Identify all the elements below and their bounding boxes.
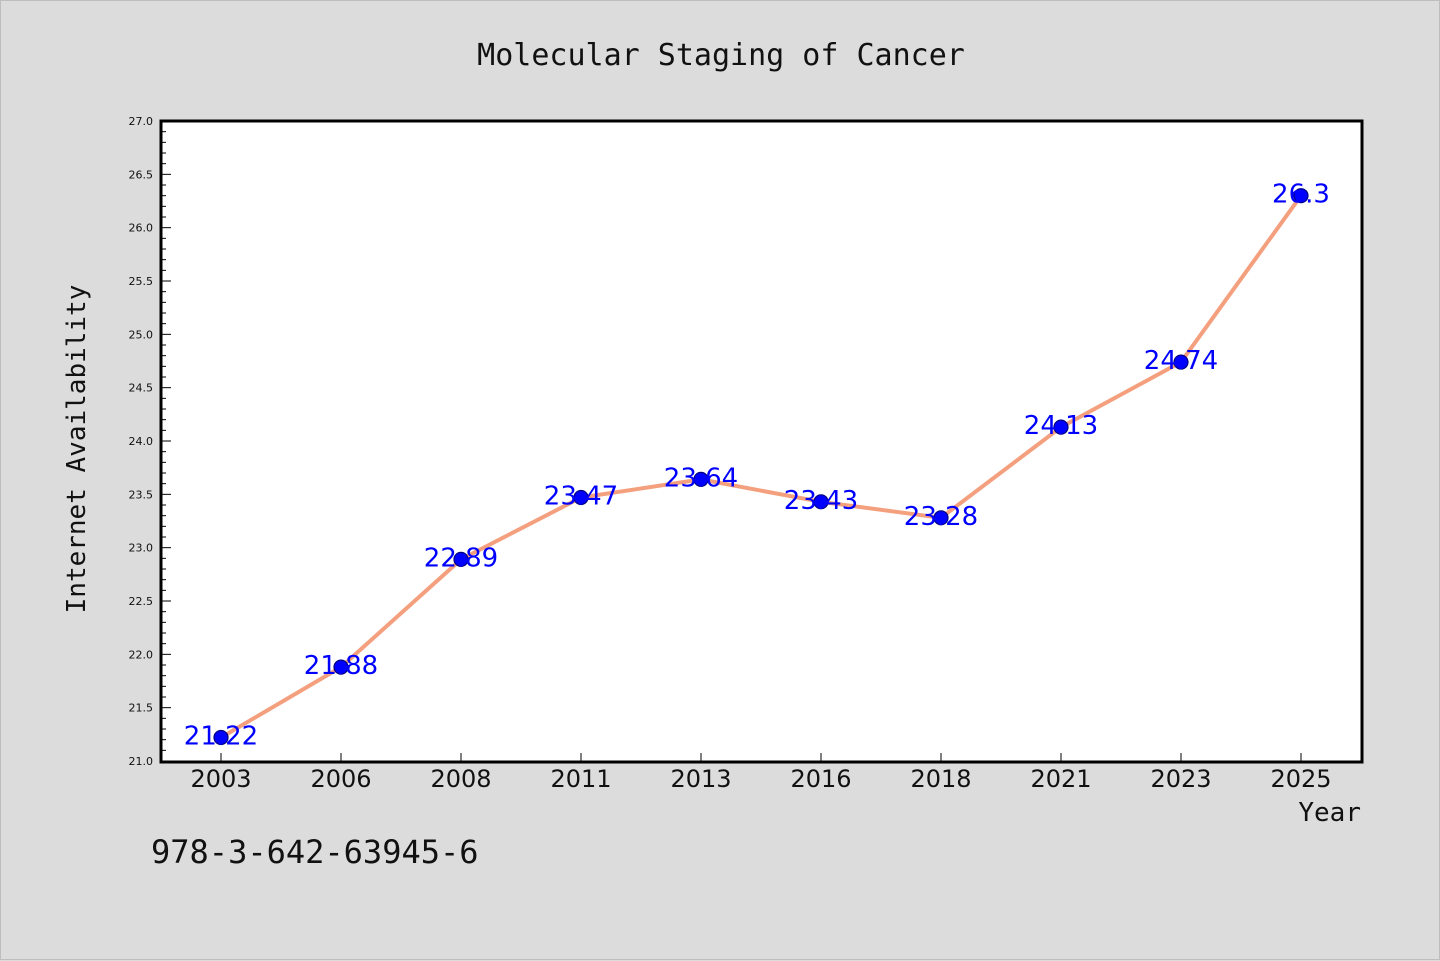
y-tick-label: 25.0 [129, 328, 154, 341]
data-label: 21.22 [184, 722, 258, 752]
data-label: 23.28 [904, 502, 978, 532]
x-tick-label: 2013 [670, 765, 731, 793]
data-label: 22.89 [424, 543, 498, 573]
x-tick-label: 2025 [1270, 765, 1331, 793]
x-tick-label: 2016 [790, 765, 851, 793]
data-point [1293, 188, 1309, 204]
plot-area [159, 119, 1364, 764]
series-line [219, 194, 1303, 740]
data-point [333, 659, 349, 675]
data-point [453, 551, 469, 568]
y-tick-label: 21.0 [129, 755, 154, 768]
y-tick-label: 21.5 [129, 702, 154, 715]
data-point [573, 489, 589, 506]
data-label: 23.47 [544, 482, 618, 512]
footer-code: 978-3-642-63945-6 [151, 833, 479, 871]
y-tick-label: 27.0 [129, 115, 154, 128]
data-label: 24.74 [1144, 346, 1218, 376]
x-tick-label: 2003 [190, 765, 251, 793]
x-tick-label: 2006 [310, 765, 371, 793]
y-tick-label: 22.0 [129, 648, 154, 661]
x-axis: 2003 2006 2008 2011 2013 2016 2018 2021 2023 2025 [190, 753, 1332, 793]
y-tick-label: 25.5 [129, 275, 154, 288]
data-label: 21.88 [304, 651, 378, 681]
data-point [213, 729, 229, 746]
data-point [693, 471, 709, 487]
x-tick-label: 2011 [550, 765, 611, 793]
chart-title: Molecular Staging of Cancer [477, 38, 965, 73]
y-tick-label: 23.5 [129, 488, 154, 501]
y-tick-label: 24.0 [129, 435, 154, 448]
y-tick-label: 22.5 [129, 595, 154, 608]
y-axis: 21.0 21.5 22.0 22.5 23.0 23.5 24.0 24.5 25.0 25.5… [129, 115, 171, 768]
y-axis-label: Internet Availability [62, 285, 92, 614]
x-tick-label: 2018 [910, 765, 971, 793]
x-tick-label: 2021 [1030, 765, 1091, 793]
x-tick-label: 2023 [1150, 765, 1211, 793]
data-label: 23.64 [664, 463, 738, 493]
data-label: 23.43 [784, 486, 858, 516]
y-tick-label: 26.5 [129, 168, 154, 181]
data-point [1053, 419, 1069, 435]
x-axis-label: Year [1298, 798, 1361, 828]
data-point [1173, 354, 1189, 370]
y-tick-label: 26.0 [129, 222, 154, 235]
y-tick-label: 24.5 [129, 382, 154, 395]
series-layer: 21.22 21.88 22.89 23.47 23.64 23.43 23.28 24.13… [184, 180, 1330, 752]
data-label: 24.13 [1024, 411, 1098, 441]
data-point [813, 494, 829, 510]
y-tick-label: 23.0 [129, 542, 154, 555]
data-label: 26.3 [1272, 180, 1330, 210]
x-tick-label: 2008 [430, 765, 491, 793]
data-point [933, 510, 949, 526]
